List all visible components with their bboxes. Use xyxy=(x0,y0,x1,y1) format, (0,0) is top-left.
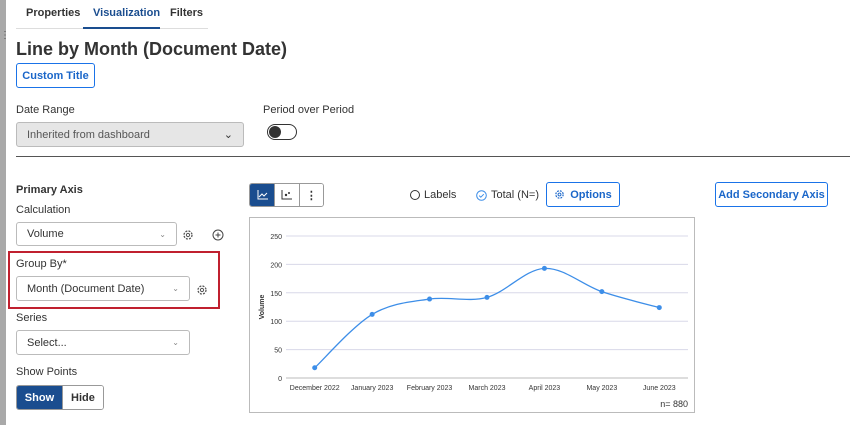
show-button[interactable]: Show xyxy=(17,386,62,409)
custom-title-button[interactable]: Custom Title xyxy=(16,63,95,88)
drag-handle-icon[interactable]: ⋮ xyxy=(0,30,10,41)
data-point xyxy=(484,294,490,300)
check-circle-icon xyxy=(476,189,487,201)
x-tick-label: December 2022 xyxy=(290,385,340,392)
x-tick-label: April 2023 xyxy=(529,385,561,392)
show-points-toggle: Show Hide xyxy=(16,385,104,410)
group-by-label: Group By* xyxy=(16,258,67,270)
y-axis-label: Volume xyxy=(259,295,266,320)
gear-icon xyxy=(555,190,564,199)
date-range-select[interactable]: Inherited from dashboard ⌄ xyxy=(16,122,244,147)
x-tick-label: March 2023 xyxy=(469,385,506,392)
total-option[interactable]: Total (N=) xyxy=(476,189,539,201)
group-by-highlight xyxy=(8,251,220,309)
active-tab-indicator xyxy=(83,27,160,29)
chevron-down-icon: ⌄ xyxy=(172,284,179,293)
data-point xyxy=(427,296,433,302)
group-by-value: Month (Document Date) xyxy=(27,282,145,295)
tab-properties[interactable]: Properties xyxy=(26,7,81,19)
more-options-icon[interactable]: ⋮ xyxy=(298,184,323,206)
series-line xyxy=(314,267,660,369)
primary-axis-heading: Primary Axis xyxy=(16,184,83,196)
total-option-text: Total (N=) xyxy=(491,189,539,201)
y-tick-label: 100 xyxy=(270,319,282,326)
y-tick-label: 50 xyxy=(274,348,282,355)
calculation-value: Volume xyxy=(27,228,64,240)
y-tick-label: 150 xyxy=(270,291,282,298)
hide-button[interactable]: Hide xyxy=(61,386,103,409)
x-tick-label: May 2023 xyxy=(586,385,617,392)
chart-type-toolbar: ⋮ xyxy=(249,183,324,207)
line-chart-button[interactable] xyxy=(250,184,275,206)
period-over-period-label: Period over Period xyxy=(263,104,355,116)
x-tick-label: June 2023 xyxy=(643,385,676,392)
tab-visualization[interactable]: Visualization xyxy=(93,7,161,19)
add-secondary-axis-button[interactable]: Add Secondary Axis xyxy=(715,182,828,207)
radio-icon xyxy=(410,190,420,200)
labels-option[interactable]: Labels xyxy=(410,189,456,201)
date-range-label: Date Range xyxy=(16,104,75,116)
series-select[interactable]: Select... ⌄ xyxy=(16,330,190,355)
chevron-down-icon: ⌄ xyxy=(159,229,166,239)
tab-filters[interactable]: Filters xyxy=(170,7,204,19)
line-chart-icon xyxy=(257,190,268,200)
options-label: Options xyxy=(570,188,612,201)
date-range-value: Inherited from dashboard xyxy=(27,128,150,141)
y-tick-label: 0 xyxy=(278,376,282,383)
tab-bar: Properties Visualization Filters xyxy=(16,0,208,29)
series-placeholder: Select... xyxy=(27,336,67,349)
series-label: Series xyxy=(16,312,48,324)
data-point xyxy=(541,265,547,271)
chart-container xyxy=(249,217,695,413)
data-point xyxy=(656,305,662,311)
data-point xyxy=(599,289,605,295)
x-tick-label: January 2023 xyxy=(351,385,394,392)
y-tick-label: 250 xyxy=(270,234,282,241)
calculation-select[interactable]: Volume ⌄ xyxy=(16,222,177,246)
data-point xyxy=(369,311,375,317)
divider xyxy=(16,156,850,157)
chevron-down-icon: ⌄ xyxy=(223,129,233,141)
chevron-down-icon: ⌄ xyxy=(172,338,179,347)
add-circle-icon[interactable] xyxy=(212,229,224,241)
page-title: Line by Month (Document Date) xyxy=(16,39,287,59)
show-points-label: Show Points xyxy=(16,366,78,378)
n-total-label: n= 880 xyxy=(660,399,688,409)
y-tick-label: 200 xyxy=(270,262,282,269)
line-chart: 0 50 100 150 200 250 Volume December 2022 Januar… xyxy=(259,234,688,409)
gear-icon[interactable] xyxy=(196,284,208,296)
x-tick-label: February 2023 xyxy=(407,385,453,392)
data-point xyxy=(312,365,318,371)
period-over-period-toggle[interactable] xyxy=(267,124,297,140)
options-button[interactable]: Options xyxy=(546,182,620,207)
scatter-chart-button[interactable] xyxy=(274,184,299,206)
scatter-chart-icon xyxy=(281,190,293,200)
calculation-label: Calculation xyxy=(16,204,71,216)
gear-icon[interactable] xyxy=(182,229,194,241)
labels-option-text: Labels xyxy=(424,189,457,201)
group-by-select[interactable]: Month (Document Date) ⌄ xyxy=(16,276,190,301)
panel-resize-bar[interactable] xyxy=(0,0,6,425)
